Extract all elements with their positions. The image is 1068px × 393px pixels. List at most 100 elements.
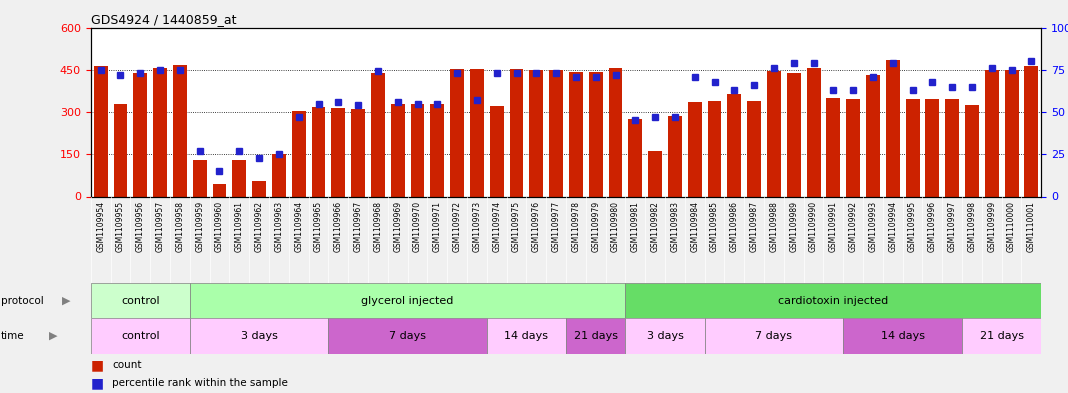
Text: GSM1109957: GSM1109957 — [156, 201, 164, 252]
Bar — [885, 60, 899, 196]
Bar — [985, 70, 999, 196]
Text: 7 days: 7 days — [755, 331, 792, 341]
Text: 21 days: 21 days — [574, 331, 617, 341]
Bar — [312, 107, 326, 196]
Bar — [866, 75, 880, 196]
Text: 7 days: 7 days — [389, 331, 426, 341]
Text: GSM1109997: GSM1109997 — [947, 201, 957, 252]
Bar — [609, 68, 623, 196]
Bar — [705, 318, 844, 354]
Bar — [451, 69, 465, 196]
Bar — [351, 109, 365, 196]
Bar — [926, 99, 940, 196]
Bar — [806, 68, 820, 196]
Text: GSM1109964: GSM1109964 — [294, 201, 303, 252]
Bar — [490, 106, 504, 196]
Bar — [748, 101, 761, 196]
Bar — [626, 318, 705, 354]
Bar — [233, 160, 247, 196]
Bar — [708, 101, 722, 196]
Text: control: control — [121, 296, 159, 306]
Bar — [827, 98, 841, 196]
Text: GSM1109976: GSM1109976 — [532, 201, 540, 252]
Text: time: time — [1, 331, 25, 341]
Text: 14 days: 14 days — [881, 331, 925, 341]
Bar — [272, 154, 286, 196]
Bar — [410, 105, 424, 196]
Text: GSM1109968: GSM1109968 — [374, 201, 382, 252]
Text: control: control — [121, 331, 159, 341]
Text: GSM1109988: GSM1109988 — [769, 201, 779, 252]
Text: GSM1110000: GSM1110000 — [1007, 201, 1016, 252]
Bar — [628, 119, 642, 196]
Bar — [487, 318, 566, 354]
Text: GSM1109958: GSM1109958 — [175, 201, 185, 252]
Text: GSM1109993: GSM1109993 — [868, 201, 878, 252]
Text: GSM1109956: GSM1109956 — [136, 201, 145, 252]
Bar — [430, 103, 444, 196]
Text: GSM1109999: GSM1109999 — [987, 201, 996, 252]
Bar — [906, 99, 920, 196]
Text: GDS4924 / 1440859_at: GDS4924 / 1440859_at — [91, 13, 236, 26]
Bar — [727, 94, 741, 196]
Bar — [329, 318, 487, 354]
Bar — [391, 105, 405, 196]
Bar — [767, 71, 781, 196]
Bar — [94, 66, 108, 196]
Text: GSM1109989: GSM1109989 — [789, 201, 798, 252]
Bar — [192, 160, 206, 196]
Text: GSM1109978: GSM1109978 — [571, 201, 580, 252]
Text: 3 days: 3 days — [240, 331, 278, 341]
Bar — [190, 283, 626, 318]
Bar — [648, 151, 662, 196]
Bar — [688, 102, 702, 196]
Bar — [91, 283, 190, 318]
Text: GSM1109986: GSM1109986 — [729, 201, 739, 252]
Text: GSM1109992: GSM1109992 — [849, 201, 858, 252]
Text: GSM1109985: GSM1109985 — [710, 201, 719, 252]
Text: GSM1109991: GSM1109991 — [829, 201, 838, 252]
Text: GSM1109998: GSM1109998 — [968, 201, 976, 252]
Bar — [134, 73, 147, 196]
Bar — [945, 99, 959, 196]
Text: GSM1109963: GSM1109963 — [274, 201, 283, 252]
Bar — [1005, 70, 1019, 196]
Text: GSM1109984: GSM1109984 — [690, 201, 700, 252]
Text: GSM1109990: GSM1109990 — [810, 201, 818, 252]
Text: GSM1110001: GSM1110001 — [1027, 201, 1036, 252]
Text: GSM1109962: GSM1109962 — [254, 201, 264, 252]
Text: GSM1109983: GSM1109983 — [671, 201, 679, 252]
Text: GSM1109996: GSM1109996 — [928, 201, 937, 252]
Text: cardiotoxin injected: cardiotoxin injected — [779, 296, 889, 306]
Bar — [569, 72, 583, 196]
Text: GSM1109975: GSM1109975 — [512, 201, 521, 252]
Text: GSM1109982: GSM1109982 — [650, 201, 660, 252]
Text: GSM1109966: GSM1109966 — [334, 201, 343, 252]
Bar — [292, 110, 305, 196]
Bar — [965, 105, 979, 196]
Text: GSM1109970: GSM1109970 — [413, 201, 422, 252]
Bar — [787, 73, 801, 196]
Text: GSM1109965: GSM1109965 — [314, 201, 323, 252]
Text: ▶: ▶ — [49, 331, 58, 341]
Bar — [470, 69, 484, 196]
Text: ■: ■ — [91, 376, 104, 390]
Text: GSM1109974: GSM1109974 — [492, 201, 501, 252]
Bar — [1024, 66, 1038, 196]
Text: count: count — [112, 360, 142, 371]
Bar — [190, 318, 329, 354]
Text: 21 days: 21 days — [979, 331, 1024, 341]
Text: GSM1109961: GSM1109961 — [235, 201, 244, 252]
Bar — [153, 68, 167, 196]
Bar — [549, 70, 563, 196]
Text: GSM1109971: GSM1109971 — [433, 201, 442, 252]
Bar — [173, 65, 187, 196]
Text: GSM1109979: GSM1109979 — [592, 201, 600, 252]
Bar — [668, 116, 681, 196]
Bar — [588, 72, 602, 196]
Text: GSM1109981: GSM1109981 — [631, 201, 640, 252]
Bar — [113, 104, 127, 196]
Bar — [371, 73, 384, 196]
Text: GSM1109955: GSM1109955 — [116, 201, 125, 252]
Text: GSM1109977: GSM1109977 — [552, 201, 561, 252]
